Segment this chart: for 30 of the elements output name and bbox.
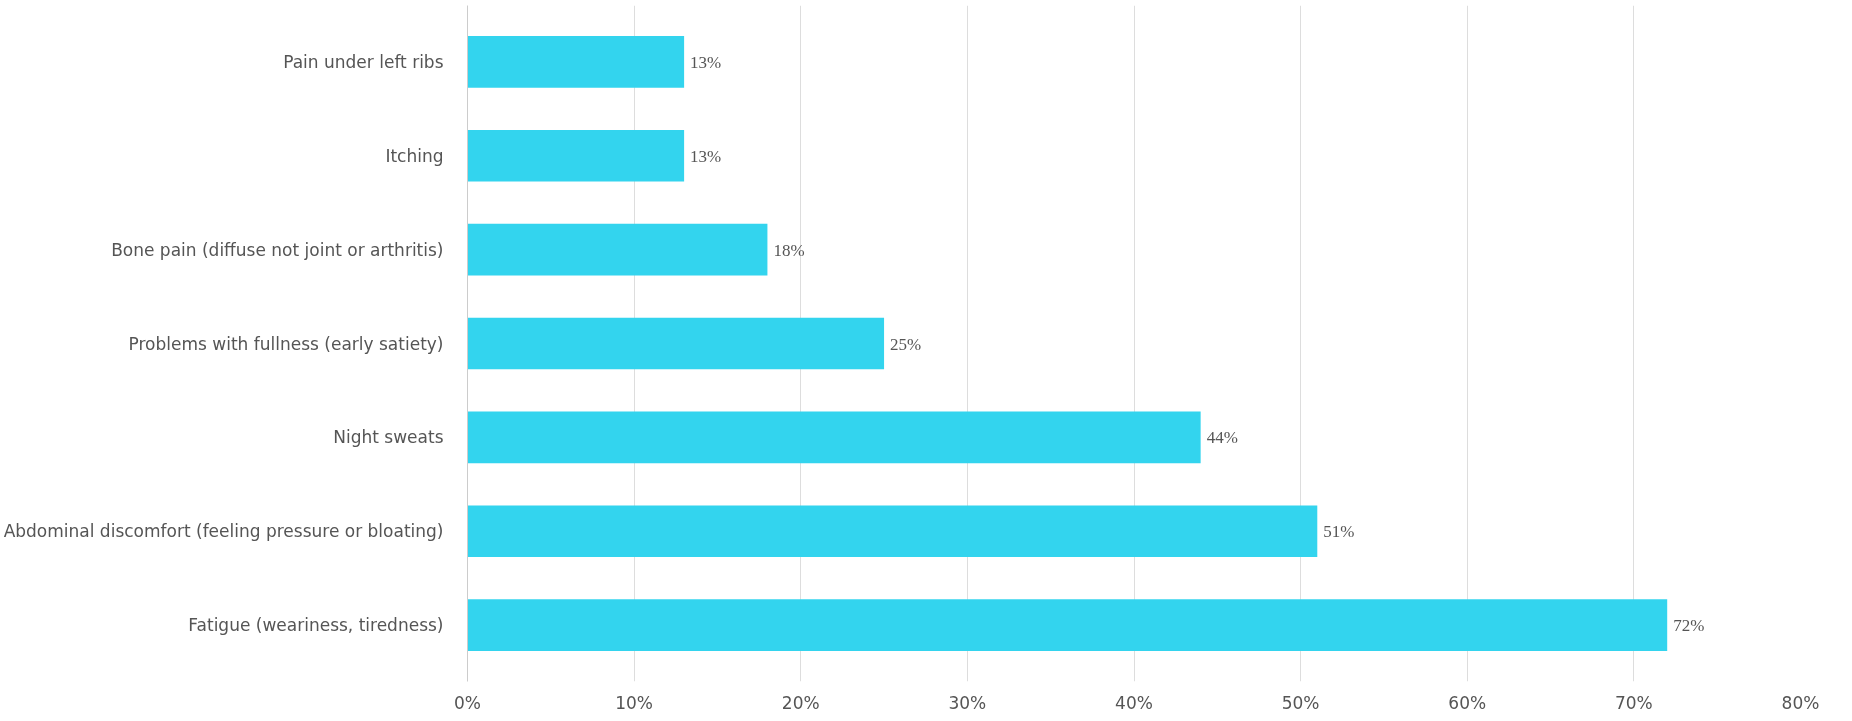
x-tick-label: 80% — [1781, 692, 1820, 713]
bar — [467, 36, 685, 88]
data-label: 13% — [690, 146, 722, 166]
x-tick-label: 60% — [1448, 692, 1487, 713]
y-tick-label: Problems with fullness (early satiety) — [128, 333, 444, 354]
bar — [467, 411, 1201, 464]
x-tick-label: 0% — [454, 692, 481, 713]
data-label: 18% — [773, 240, 805, 260]
data-label: 51% — [1323, 522, 1355, 542]
x-tick-label: 40% — [1115, 692, 1153, 713]
x-tick-label: 30% — [948, 692, 987, 713]
data-label: 44% — [1206, 428, 1238, 448]
y-tick-label: Pain under left ribs — [283, 51, 444, 72]
bar — [467, 317, 885, 370]
y-tick-label: Itching — [385, 145, 444, 166]
y-tick-label: Night sweats — [333, 427, 444, 448]
x-tick-label: 20% — [781, 692, 820, 713]
data-label: 25% — [890, 334, 922, 354]
bar — [467, 223, 768, 276]
x-tick-label: 70% — [1614, 692, 1653, 713]
bar — [467, 505, 1318, 558]
bar — [467, 129, 685, 182]
x-tick-label: 50% — [1281, 692, 1320, 713]
y-tick-label: Fatigue (weariness, tiredness) — [188, 615, 444, 636]
bar — [467, 599, 1668, 651]
data-label: 72% — [1673, 616, 1705, 636]
data-label: 13% — [690, 52, 722, 72]
y-tick-label: Bone pain (diffuse not joint or arthritis) — [111, 239, 444, 260]
y-tick-label: Abdominal discomfort (feeling pressure or bloating) — [3, 521, 444, 542]
x-tick-label: 10% — [615, 692, 654, 713]
